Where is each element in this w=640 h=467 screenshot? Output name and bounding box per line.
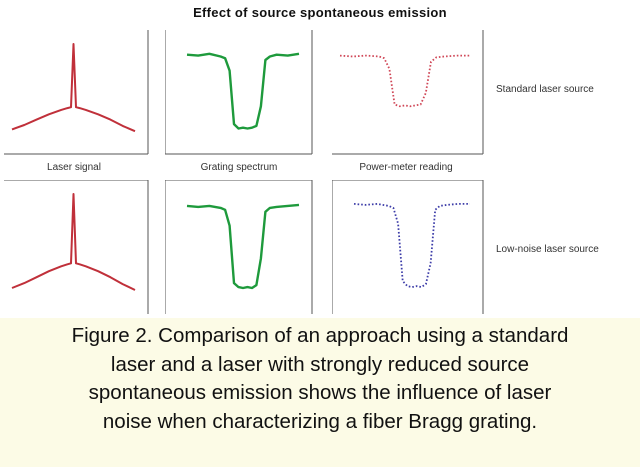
figure: Effect of source spontaneous emission St… (4, 5, 599, 315)
caption-line: laser and a laser with strongly reduced … (110, 352, 530, 376)
panel-laser-signal-standard (4, 30, 149, 155)
column-label-power-meter: Power-meter reading (359, 162, 453, 173)
column-label-laser-signal: Laser signal (47, 162, 101, 173)
panel-power-meter-standard (332, 30, 484, 155)
series-line (11, 43, 136, 133)
caption-line: noise when characterizing a fiber Bragg … (102, 409, 538, 433)
series-line (186, 52, 300, 130)
row-label-lownoise: Low-noise laser source (496, 244, 599, 255)
caption-box: Figure 2. Comparison of an approach usin… (0, 318, 640, 467)
power-meter-standard-plot (332, 30, 484, 155)
series-line (339, 54, 470, 108)
column-label-grating-spectrum: Grating spectrum (200, 162, 278, 173)
figure-title: Effect of source spontaneous emission (193, 5, 447, 20)
panel-laser-signal-lownoise (4, 180, 149, 315)
caption-line: Figure 2. Comparison of an approach usin… (71, 324, 569, 347)
laser-signal-lownoise-plot (4, 180, 149, 314)
panel-power-meter-lownoise (332, 180, 484, 315)
series-line (11, 193, 136, 291)
power-meter-lownoise-plot (332, 180, 484, 314)
series-line (186, 203, 300, 290)
grating-spectrum-lownoise-plot (165, 180, 313, 314)
grating-spectrum-standard-plot (165, 30, 313, 155)
series-line (353, 203, 470, 288)
row-label-standard: Standard laser source (496, 84, 594, 95)
panel-grating-spectrum-standard (165, 30, 313, 155)
panel-grating-spectrum-lownoise (165, 180, 313, 315)
caption-line: spontaneous emission shows the influence… (88, 381, 552, 404)
figure-caption: Figure 2. Comparison of an approach usin… (4, 322, 636, 436)
laser-signal-standard-plot (4, 30, 149, 155)
